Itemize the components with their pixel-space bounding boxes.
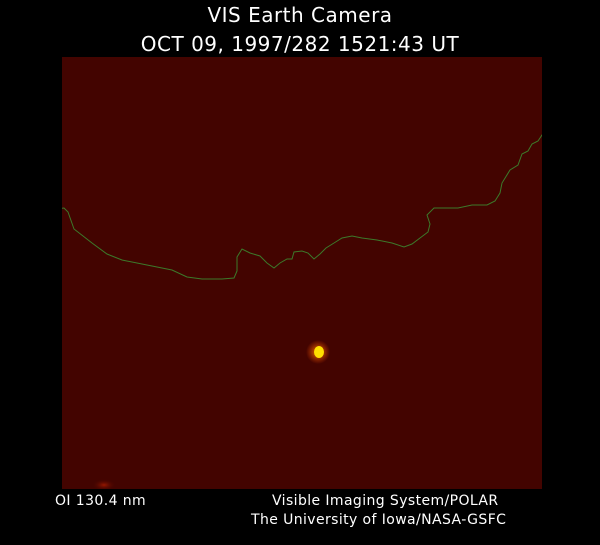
bright-spot xyxy=(314,346,324,358)
filter-wavelength-label: OI 130.4 nm xyxy=(55,493,147,509)
image-background xyxy=(62,57,542,489)
corner-glow xyxy=(92,479,116,489)
instrument-label: Visible Imaging System/POLAR xyxy=(272,493,499,509)
affiliation-label: The University of Iowa/NASA-GSFC xyxy=(251,512,507,528)
observation-timestamp: OCT 09, 1997/282 1521:43 UT xyxy=(140,32,460,56)
earth-camera-image xyxy=(62,57,542,489)
image-title: VIS Earth Camera xyxy=(207,3,393,27)
earth-limb-line xyxy=(62,134,542,280)
earth-camera-image-svg xyxy=(62,57,542,489)
